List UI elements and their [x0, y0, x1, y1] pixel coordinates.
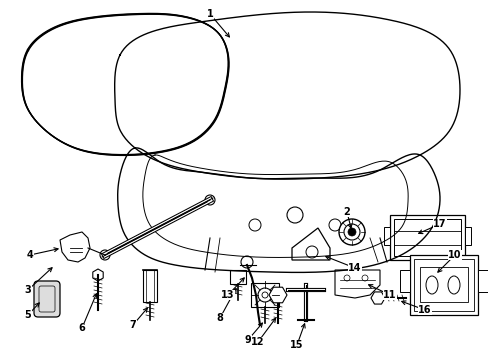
- Bar: [250, 283, 279, 307]
- Circle shape: [100, 250, 110, 260]
- Circle shape: [338, 219, 364, 245]
- Text: 9: 9: [244, 335, 251, 345]
- Bar: [389, 215, 464, 260]
- Bar: [399, 270, 409, 292]
- Text: 3: 3: [24, 285, 31, 295]
- Text: 5: 5: [24, 310, 31, 320]
- Bar: [393, 219, 460, 256]
- Text: 14: 14: [347, 263, 361, 273]
- Bar: [229, 270, 245, 284]
- Text: 7: 7: [129, 320, 136, 330]
- Polygon shape: [334, 270, 379, 298]
- Text: 2: 2: [343, 207, 350, 217]
- Text: 17: 17: [432, 219, 446, 229]
- Text: 10: 10: [447, 250, 461, 260]
- Bar: [464, 227, 470, 245]
- FancyBboxPatch shape: [34, 281, 60, 317]
- Text: 4: 4: [26, 250, 33, 260]
- Bar: [413, 259, 473, 311]
- Bar: [477, 270, 487, 292]
- Circle shape: [347, 228, 355, 236]
- Polygon shape: [60, 232, 90, 262]
- Bar: [383, 227, 389, 245]
- Bar: [409, 255, 477, 315]
- Text: 11: 11: [383, 290, 396, 300]
- Bar: [419, 267, 467, 302]
- Circle shape: [204, 195, 215, 205]
- Text: 15: 15: [290, 340, 303, 350]
- Text: 8: 8: [216, 313, 223, 323]
- Text: 1: 1: [206, 9, 213, 19]
- Text: 13: 13: [221, 290, 234, 300]
- Polygon shape: [291, 228, 329, 260]
- Bar: [146, 270, 154, 302]
- Text: 12: 12: [251, 337, 264, 347]
- Text: 6: 6: [79, 323, 85, 333]
- Bar: [142, 270, 157, 302]
- Text: 16: 16: [417, 305, 431, 315]
